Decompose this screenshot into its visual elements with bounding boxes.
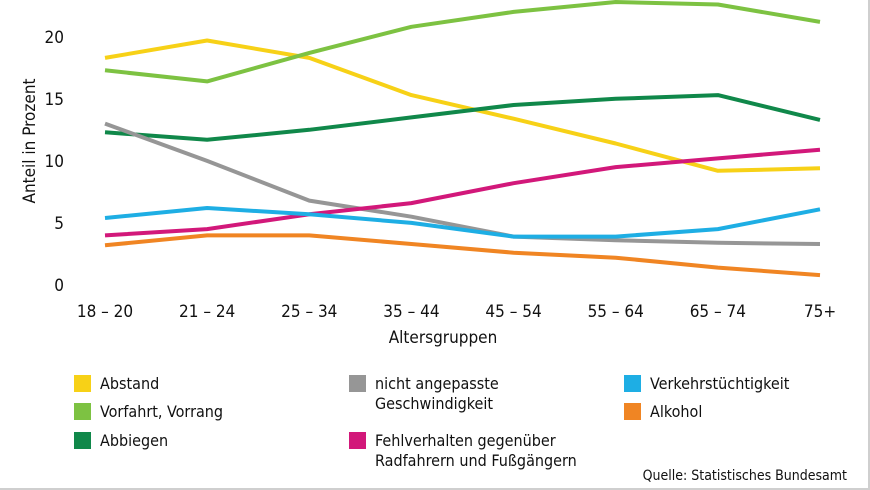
series-lines	[104, 0, 821, 278]
legend-label: Abbiegen	[100, 431, 168, 450]
legend-label: Fehlverhalten gegenüber	[375, 431, 556, 450]
y-tick-label: 20	[45, 28, 64, 48]
legend-label: Vorfahrt, Vorrang	[100, 402, 223, 421]
legend-swatch	[74, 375, 91, 392]
x-tick-label: 25 – 34	[281, 302, 337, 322]
legend-label: Geschwindigkeit	[375, 394, 493, 413]
legend-label: Abstand	[100, 374, 159, 393]
y-tick-label: 0	[54, 276, 64, 296]
legend-item: Abbiegen	[74, 431, 168, 450]
x-tick-label: 75+	[804, 302, 836, 322]
legend-swatch	[624, 375, 641, 392]
legend-label: Alkohol	[650, 402, 702, 421]
x-tick-label: 65 – 74	[690, 302, 746, 322]
y-tick-label: 10	[45, 152, 64, 172]
series-line-abstand	[104, 38, 821, 173]
y-axis-title: Anteil in Prozent	[20, 78, 40, 203]
legend-swatch	[74, 432, 91, 449]
x-axis-ticks: 18 – 20 21 – 24 25 – 34 35 – 44 45 – 54 55 – …	[77, 302, 836, 322]
legend-item: Verkehrstüchtigkeit	[624, 374, 790, 393]
series-line-abbiegen	[104, 93, 821, 142]
series-line-nicht-angepasste-geschwindigkeit	[104, 121, 821, 246]
legend-swatch	[349, 432, 366, 449]
y-tick-label: 15	[45, 90, 64, 110]
legend-item: Vorfahrt, Vorrang	[74, 402, 223, 421]
legend: Abstand Vorfahrt, Vorrang Abbiegen nicht an…	[74, 374, 790, 470]
series-line-vorfahrt-vorrang	[104, 0, 821, 84]
x-tick-label: 55 – 64	[588, 302, 644, 322]
series-line-alkohol	[104, 233, 821, 278]
x-tick-label: 35 – 44	[383, 302, 439, 322]
x-tick-label: 18 – 20	[77, 302, 133, 322]
x-tick-label: 45 – 54	[485, 302, 541, 322]
source-note: Quelle: Statistisches Bundesamt	[643, 468, 847, 484]
legend-label: Verkehrstüchtigkeit	[650, 374, 790, 393]
legend-label: Radfahrern und Fußgängern	[375, 451, 577, 470]
y-tick-label: 5	[54, 214, 64, 234]
legend-item: Abstand	[74, 374, 159, 393]
legend-label: nicht angepasste	[375, 374, 499, 393]
legend-item: Alkohol	[624, 402, 702, 421]
series-line-verkehrst-chtigkeit	[104, 206, 821, 239]
legend-swatch	[624, 403, 641, 420]
legend-swatch	[74, 403, 91, 420]
y-axis-ticks: 0 5 10 15 20	[45, 28, 64, 296]
x-tick-label: 21 – 24	[179, 302, 235, 322]
x-axis-title: Altersgruppen	[389, 328, 498, 348]
series-line-fehlverhalten-gegen-ber-radfahrern-und-fu-g-ngern	[104, 147, 821, 238]
legend-swatch	[349, 375, 366, 392]
